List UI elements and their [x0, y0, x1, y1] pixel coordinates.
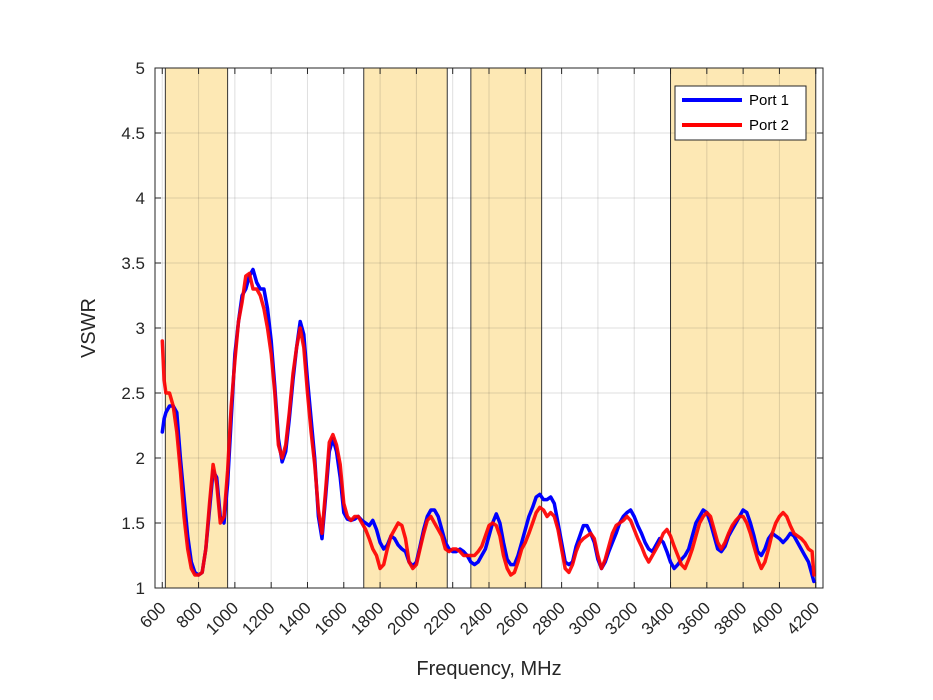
y-tick-label-3: 2.5: [121, 384, 145, 403]
y-tick-label-4: 3: [136, 319, 145, 338]
y-tick-label-7: 4.5: [121, 124, 145, 143]
legend-label-port-2: Port 2: [749, 117, 789, 134]
legend-box: [674, 85, 807, 141]
y-tick-label-8: 5: [136, 59, 145, 78]
y-tick-label-2: 2: [136, 449, 145, 468]
y-tick-label-0: 1: [136, 579, 145, 598]
axis-ticks: [155, 67, 823, 589]
y-axis-label: VSWR: [78, 298, 100, 358]
series-lines: [160, 267, 816, 584]
legend: Port 1 Port 2: [674, 85, 807, 141]
y-tick-label-1: 1.5: [121, 514, 145, 533]
band-1: [363, 67, 448, 589]
band-2: [470, 67, 543, 589]
x-axis-label: Frequency, MHz: [416, 658, 561, 680]
y-tick-label-5: 3.5: [121, 254, 145, 273]
y-tick-label-6: 4: [136, 189, 145, 208]
legend-label-port-1: Port 1: [749, 92, 789, 109]
series-line-port-2: [160, 271, 816, 577]
y-tick-labels: 1 1.5 2 2.5 3 3.5 4 4.5 5: [121, 59, 145, 598]
